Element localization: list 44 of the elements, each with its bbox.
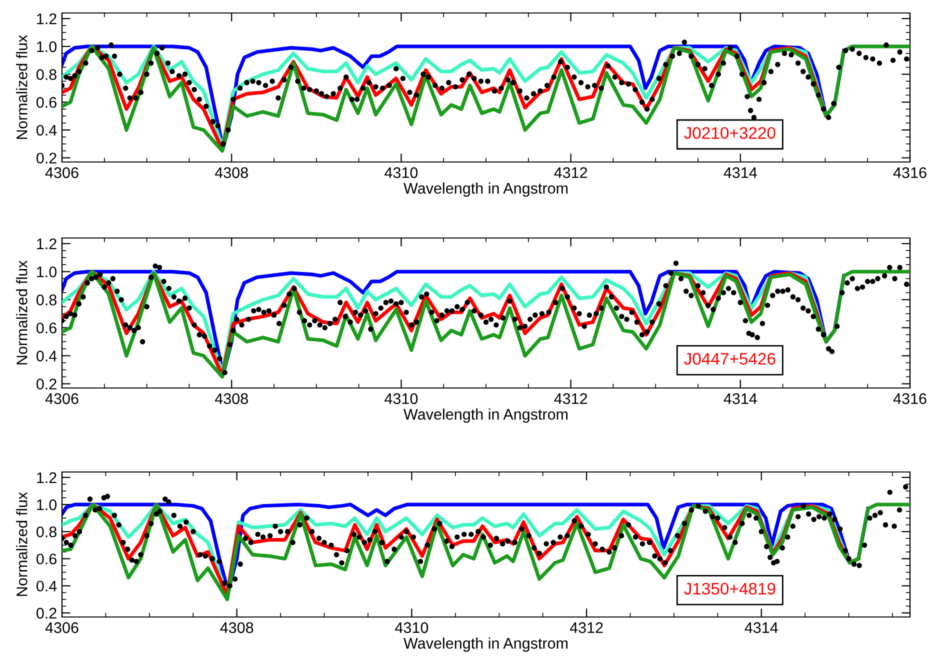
y-axis-title: Normalized flux [16, 35, 28, 139]
annotation: J0447+5426 [684, 352, 776, 365]
x-tick-label: 4314 [724, 393, 757, 404]
y-tick-label: 0.6 [36, 554, 56, 564]
y-tick-label: 1.2 [37, 238, 56, 250]
x-axis-title: Wavelength in Angstrom [404, 408, 568, 423]
x-tick-label: 4306 [45, 393, 78, 404]
x-tick-label: 4316 [893, 167, 926, 178]
x-tick-label: 4308 [220, 622, 254, 634]
y-tick-label: 0.6 [36, 96, 56, 108]
y-tick-label: 0.2 [36, 152, 56, 164]
y-axis-title: Normalized flux [16, 492, 28, 596]
y-tick-label: 0.8 [36, 526, 56, 538]
y-tick-label: 0.4 [36, 350, 57, 362]
x-tick-label: 4310 [395, 622, 428, 634]
x-tick-label: 4310 [384, 167, 418, 178]
y-tick-label: 1.2 [37, 472, 56, 483]
y-tick-label: 0.8 [36, 69, 56, 80]
x-tick-label: 4314 [744, 622, 778, 634]
y-tick-label: 0.2 [36, 378, 56, 390]
x-tick-label: 4312 [570, 622, 603, 634]
x-tick-label: 4306 [45, 622, 78, 634]
y-tick-label: 0.4 [36, 580, 57, 592]
annotation: J1350+4819 [684, 582, 776, 595]
y-tick-label: 0.8 [36, 294, 56, 306]
x-axis-title: Wavelength in Angstrom [404, 182, 568, 197]
y-tick-label: 1.0 [37, 41, 57, 52]
x-tick-label: 4308 [214, 167, 248, 178]
x-tick-label: 4306 [45, 167, 78, 178]
y-tick-label: 0.4 [36, 124, 57, 136]
annotation: J0210+3220 [684, 127, 776, 139]
x-tick-label: 4316 [893, 393, 926, 404]
x-tick-label: 4312 [554, 167, 588, 178]
y-tick-label: 1.0 [37, 266, 57, 278]
y-tick-label: 0.6 [36, 322, 56, 334]
x-tick-label: 4314 [724, 167, 757, 178]
x-tick-label: 4310 [384, 393, 418, 404]
x-axis-title: Wavelength in Angstrom [404, 637, 568, 652]
x-tick-label: 4308 [214, 393, 248, 404]
x-tick-label: 4312 [554, 393, 588, 404]
y-tick-label: 1.0 [37, 499, 57, 510]
y-tick-label: 0.2 [36, 608, 56, 619]
y-axis-title: Normalized flux [16, 260, 28, 364]
y-tick-label: 1.2 [37, 13, 56, 24]
